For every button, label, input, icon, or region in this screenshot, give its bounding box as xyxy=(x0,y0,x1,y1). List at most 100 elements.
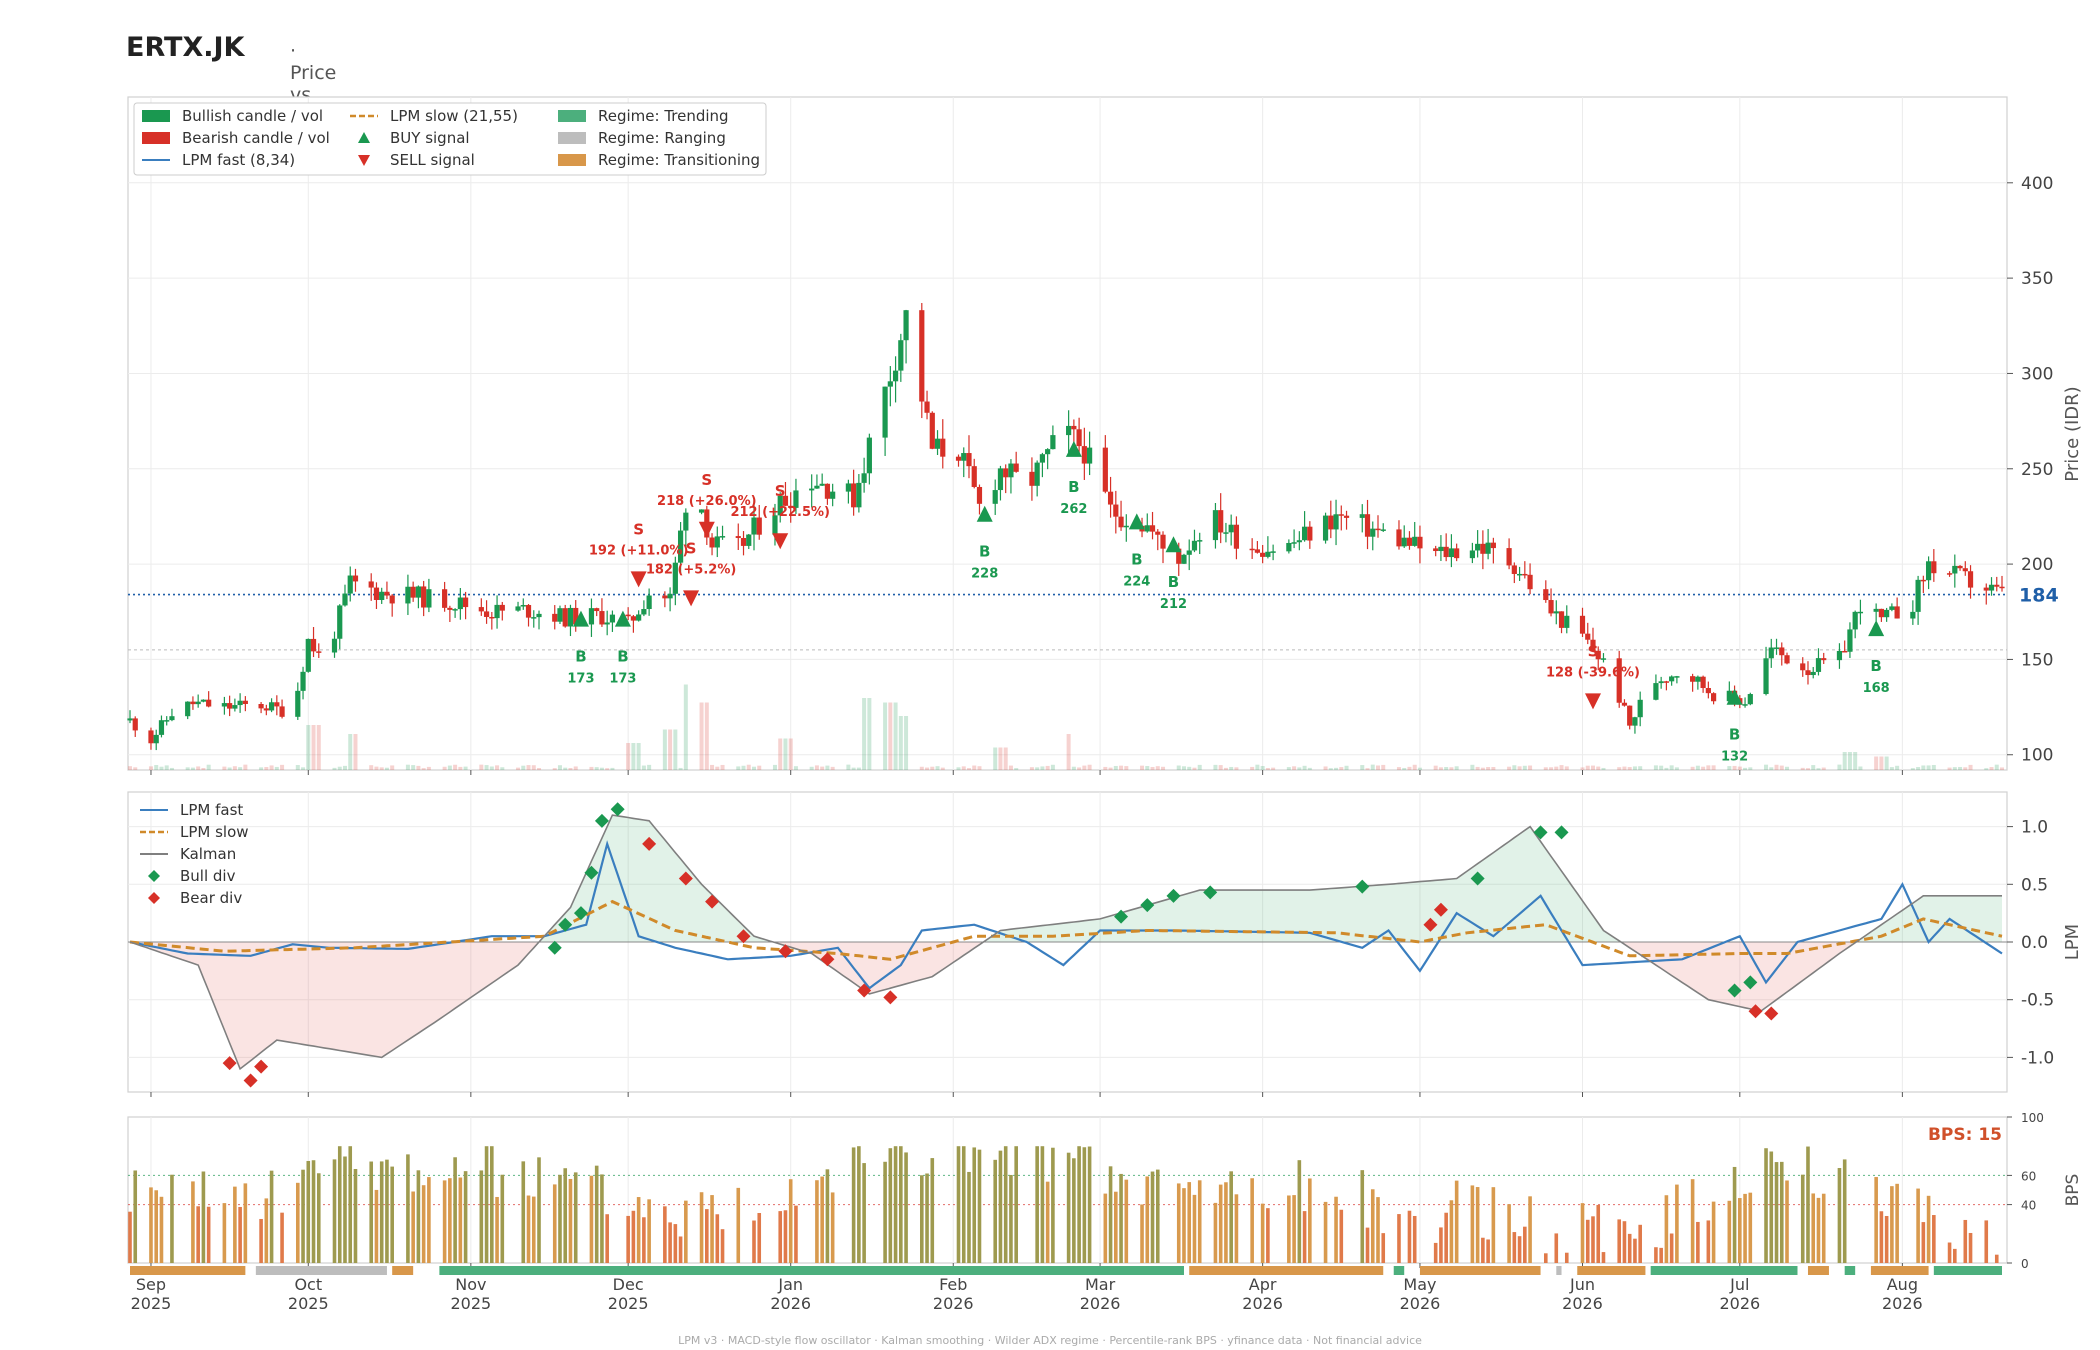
bps-bar xyxy=(379,1161,384,1263)
bps-bar xyxy=(1706,1220,1711,1263)
volume-bar xyxy=(185,767,190,770)
candle-body xyxy=(384,591,390,596)
buy-signal-price: 224 xyxy=(1123,574,1150,589)
xtick-month-label: Mar xyxy=(1085,1275,1116,1294)
volume-bar xyxy=(1260,765,1265,770)
candle-body xyxy=(1249,548,1255,551)
bps-bar xyxy=(463,1171,468,1263)
bps-bar xyxy=(406,1154,410,1263)
bps-bar xyxy=(1229,1171,1233,1263)
bps-bar xyxy=(1035,1146,1039,1263)
price-ytick-label: 400 xyxy=(2021,174,2053,194)
bps-bar xyxy=(1407,1210,1412,1263)
candle-body xyxy=(1260,552,1266,557)
bull-div-marker xyxy=(558,917,573,932)
buy-signal-marker xyxy=(1165,536,1182,553)
xtick-month-label: Jul xyxy=(1729,1275,1749,1294)
candle-body xyxy=(662,595,668,599)
bps-bar xyxy=(1475,1187,1480,1263)
candle-body xyxy=(1254,549,1260,553)
volume-bar xyxy=(1040,766,1045,770)
bps-bar xyxy=(1779,1161,1784,1263)
bps-bar xyxy=(1250,1178,1254,1263)
candle-body xyxy=(851,483,857,508)
bps-bar xyxy=(1234,1194,1239,1263)
volume-bar xyxy=(589,766,594,770)
candle-body xyxy=(1008,463,1014,478)
regime-band-ranging xyxy=(1556,1266,1562,1275)
bps-bar xyxy=(1302,1211,1307,1263)
volume-bar xyxy=(814,765,819,770)
bull-div-marker xyxy=(1727,983,1742,998)
candle-body xyxy=(1181,554,1187,564)
candle-body xyxy=(520,605,526,607)
candle-body xyxy=(1910,611,1916,619)
volume-bar xyxy=(741,765,746,770)
bps-bar xyxy=(149,1187,153,1263)
volume-bar xyxy=(1653,765,1658,770)
candle-body xyxy=(1197,540,1203,542)
candle-body xyxy=(1522,573,1528,576)
bps-ytick-label: 0 xyxy=(2021,1257,2029,1271)
candle-body xyxy=(169,716,175,721)
candle-body xyxy=(1050,435,1056,450)
volume-bar xyxy=(1339,767,1344,770)
bps-bar xyxy=(1816,1197,1821,1263)
candle-body xyxy=(1223,532,1229,534)
candle-body xyxy=(1878,608,1884,618)
candle-body xyxy=(588,608,595,625)
candle-body xyxy=(756,517,762,535)
bull-div-marker xyxy=(1114,909,1129,924)
candle-body xyxy=(552,613,558,622)
volume-bar xyxy=(683,684,688,770)
bps-bar xyxy=(1764,1148,1768,1263)
bps-bar xyxy=(720,1229,725,1263)
candle-body xyxy=(1653,683,1659,700)
price-legend: Bullish candle / vol Bearish candle / vol… xyxy=(133,102,767,176)
candle-body xyxy=(457,597,463,610)
bps-bar xyxy=(1114,1191,1118,1263)
candle-body xyxy=(206,699,212,707)
volume-bar xyxy=(1889,767,1894,770)
candle-body xyxy=(1401,537,1407,547)
volume-bar xyxy=(484,765,489,770)
candle-body xyxy=(1307,526,1313,541)
volume-bar xyxy=(169,767,174,770)
bps-bar xyxy=(128,1211,132,1263)
volume-bar xyxy=(521,765,526,770)
candle-body xyxy=(148,730,154,744)
candle-body xyxy=(940,438,946,457)
bps-bar xyxy=(1370,1189,1375,1263)
bps-bar xyxy=(1800,1174,1805,1263)
candle-body xyxy=(1558,611,1565,628)
bps-bar xyxy=(563,1168,568,1263)
candle-body xyxy=(1967,571,1974,588)
bps-bar xyxy=(783,1210,788,1263)
buy-signal-marker xyxy=(614,610,631,627)
buy-signal-price: 262 xyxy=(1060,502,1087,517)
candle-body xyxy=(258,703,264,709)
bps-bar xyxy=(1554,1233,1559,1263)
candle-body xyxy=(1029,471,1035,486)
candle-body xyxy=(185,701,191,717)
sell-signal-letter: S xyxy=(775,482,786,500)
buy-signal-letter: B xyxy=(617,648,628,666)
candle-body xyxy=(1228,524,1234,533)
volume-bar xyxy=(1213,764,1218,770)
candle-body xyxy=(667,593,673,599)
volume-bar xyxy=(1622,766,1627,770)
bps-bar xyxy=(710,1195,714,1263)
volume-bar xyxy=(1071,766,1076,770)
price-ylabel: Price (IDR) xyxy=(2062,386,2083,481)
volume-bar xyxy=(1884,756,1889,770)
candle-body xyxy=(1039,454,1046,463)
candle-body xyxy=(1884,609,1890,618)
candle-body xyxy=(557,608,563,622)
candle-body xyxy=(562,608,568,627)
candle-body xyxy=(625,614,631,617)
bps-bar xyxy=(521,1161,526,1263)
candle-body xyxy=(442,589,448,608)
lpm-legend-item-label: Bear div xyxy=(180,889,242,907)
candle-body xyxy=(1186,550,1192,555)
candle-body xyxy=(1915,579,1921,612)
